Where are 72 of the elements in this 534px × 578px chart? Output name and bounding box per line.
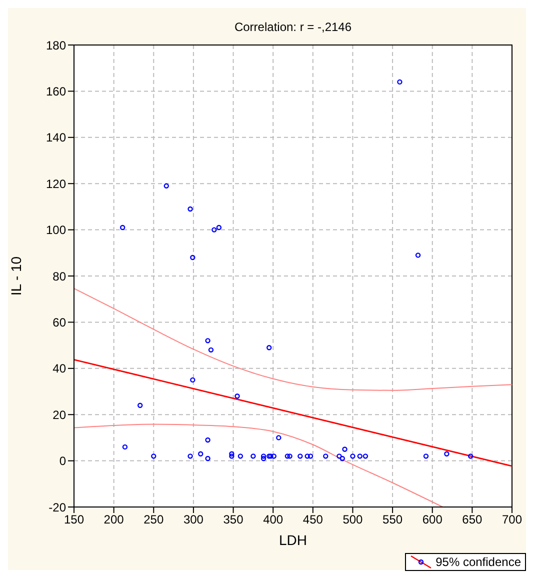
point [298, 454, 303, 459]
point [208, 347, 214, 353]
x-tick-label: 400 [263, 512, 284, 527]
point [250, 454, 256, 459]
point [164, 183, 169, 189]
point [120, 224, 126, 230]
point [205, 437, 210, 443]
x-axis-title: LDH [278, 532, 308, 548]
point [340, 456, 345, 462]
x-tick-label: 450 [302, 512, 324, 527]
x-tick-label: 600 [422, 512, 443, 527]
y-tick-label: 100 [46, 223, 66, 238]
point [304, 454, 310, 459]
x-tick-label: 350 [223, 512, 244, 527]
line-series [74, 288, 512, 391]
y-tick-label: 60 [52, 315, 66, 330]
point [229, 451, 234, 456]
y-tick-label: 40 [52, 362, 66, 376]
x-tick-label: 250 [144, 512, 164, 527]
y-axis-title: IL - 10 [8, 256, 24, 296]
y-tick-label: 180 [46, 38, 66, 52]
point [397, 79, 402, 85]
chart-title: Correlation: r = -,2146 [233, 20, 353, 34]
y-tick-label: 80 [52, 269, 66, 284]
point [122, 444, 128, 450]
y-tick-label: 20 [52, 408, 66, 422]
point [271, 454, 276, 459]
point [362, 454, 368, 459]
y-tick-label: 120 [46, 176, 66, 191]
point [444, 451, 450, 456]
y-tick-label: -20 [48, 500, 66, 514]
x-tick-label: 300 [183, 512, 204, 527]
x-tick-label: 200 [104, 512, 124, 527]
point [287, 454, 292, 459]
point [468, 454, 474, 459]
point [229, 454, 234, 459]
point [350, 454, 356, 459]
y-tick-label: 0 [59, 454, 66, 468]
point [188, 206, 193, 212]
point [357, 454, 362, 459]
point [323, 454, 328, 459]
point [205, 338, 210, 344]
point [260, 454, 266, 459]
point [276, 435, 282, 440]
x-tick-label: 150 [64, 512, 84, 527]
point [212, 227, 217, 232]
x-tick-label: 650 [462, 512, 483, 527]
point [284, 454, 290, 459]
legend-label: 95% confidence [436, 555, 521, 569]
x-tick-label: 550 [382, 512, 403, 527]
y-tick-label: 140 [46, 130, 66, 145]
point [423, 454, 429, 459]
point [138, 402, 143, 408]
point [308, 454, 314, 459]
point [415, 252, 421, 258]
point [151, 454, 156, 459]
point [336, 454, 342, 459]
point [205, 456, 210, 462]
point [238, 454, 244, 459]
x-tick-label: 500 [342, 512, 364, 527]
line-series [74, 424, 444, 507]
point [216, 224, 222, 230]
point [266, 345, 272, 350]
point [190, 254, 196, 260]
point [188, 454, 193, 459]
x-tick-label: 700 [502, 512, 522, 527]
point [198, 451, 204, 456]
point [190, 377, 196, 383]
point [342, 446, 348, 452]
point [234, 394, 240, 399]
y-tick-label: 160 [46, 84, 66, 98]
point [260, 456, 266, 462]
